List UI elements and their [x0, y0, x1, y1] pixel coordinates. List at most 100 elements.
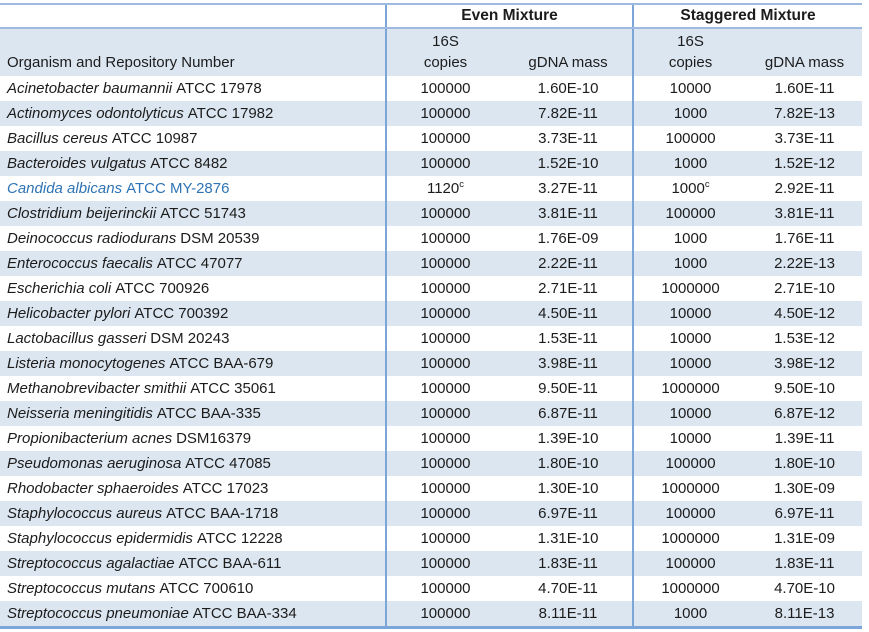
organism-name: Deinococcus radiodurans — [7, 230, 177, 247]
organism-name: Lactobacillus gasseri — [7, 330, 147, 347]
even-mixture-header: Even Mixture — [384, 3, 634, 29]
staggered-gdna-mass-cell: 1.31E-09 — [747, 526, 863, 551]
staggered-gdna-mass-cell: 1.30E-09 — [747, 476, 863, 501]
organism-name: Candida albicans — [7, 180, 123, 197]
even-gdna-mass-cell: 8.11E-11 — [504, 601, 634, 629]
even-gdna-mass-cell: 9.50E-11 — [504, 376, 634, 401]
staggered-16s-copies-cell: 1000000 — [632, 476, 748, 501]
organism-cell: Rhodobacter sphaeroides ATCC 17023 — [0, 476, 386, 501]
table-row: Propionibacterium acnes DSM16379 100000 1… — [0, 426, 863, 451]
even-16s-copies-cell: 100000 — [385, 76, 504, 101]
mock-community-table: Even Mixture Staggered Mixture Organism … — [0, 3, 863, 629]
repository-number: ATCC 17982 — [187, 105, 274, 122]
staggered-16s-copies-cell: 100000 — [632, 126, 748, 151]
even-16s-copies-cell: 100000 — [385, 151, 504, 176]
even-gdna-mass-cell: 1.83E-11 — [504, 551, 634, 576]
table-row: Enterococcus faecalis ATCC 47077 100000 2… — [0, 251, 863, 276]
organism-name: Actinomyces odontolyticus — [7, 105, 184, 122]
organism-cell: Actinomyces odontolyticus ATCC 17982 — [0, 101, 386, 126]
repository-number: ATCC 700610 — [159, 580, 254, 597]
organism-cell: Pseudomonas aeruginosa ATCC 47085 — [0, 451, 386, 476]
table-row: Candida albicans ATCC MY-2876 1120c 3.27E… — [0, 176, 863, 201]
organism-cell: Propionibacterium acnes DSM16379 — [0, 426, 386, 451]
even-gdna-mass-cell: 4.50E-11 — [504, 301, 634, 326]
organism-cell: Lactobacillus gasseri DSM 20243 — [0, 326, 386, 351]
organism-name: Methanobrevibacter smithii — [7, 380, 187, 397]
organism-name: Helicobacter pylori — [7, 305, 131, 322]
even-16s-copies-cell: 100000 — [385, 476, 504, 501]
even-gdna-mass-cell: 3.81E-11 — [504, 201, 634, 226]
even-gdna-mass-cell: 1.60E-10 — [504, 76, 634, 101]
staggered-16s-copies-cell: 10000 — [632, 426, 748, 451]
staggered-16s-copies-cell: 10000 — [632, 351, 748, 376]
organism-cell: Methanobrevibacter smithii ATCC 35061 — [0, 376, 386, 401]
staggered-16s-copies-cell: 10000 — [632, 76, 748, 101]
staggered-16s-copies-cell: 100000 — [632, 551, 748, 576]
table-row: Escherichia coli ATCC 700926 100000 2.71E… — [0, 276, 863, 301]
even-gdna-mass-cell: 1.76E-09 — [504, 226, 634, 251]
organism-name: Escherichia coli — [7, 280, 112, 297]
table-row: Actinomyces odontolyticus ATCC 17982 1000… — [0, 101, 863, 126]
even-gdna-mass-cell: 3.73E-11 — [504, 126, 634, 151]
even-16s-copies-cell: 100000 — [385, 601, 504, 629]
staggered-16s-copies-cell: 100000 — [632, 501, 748, 526]
even-gdna-mass-cell: 1.39E-10 — [504, 426, 634, 451]
table-row: Neisseria meningitidis ATCC BAA-335 10000… — [0, 401, 863, 426]
staggered-gdna-mass-cell: 2.71E-10 — [747, 276, 863, 301]
organism-name: Acinetobacter baumannii — [7, 80, 173, 97]
organism-name: Neisseria meningitidis — [7, 405, 153, 422]
table-row: Deinococcus radiodurans DSM 20539 100000 … — [0, 226, 863, 251]
staggered-16s-copies-cell: 1000000 — [632, 526, 748, 551]
even-16s-copies-cell: 1120c — [385, 176, 504, 201]
organism-cell: Staphylococcus aureus ATCC BAA-1718 — [0, 501, 386, 526]
even-gdna-mass-cell: 6.87E-11 — [504, 401, 634, 426]
table-row: Methanobrevibacter smithii ATCC 35061 100… — [0, 376, 863, 401]
staggered-16s-copies-cell: 1000000 — [632, 276, 748, 301]
even-16s-copies-cell: 100000 — [385, 201, 504, 226]
even-gdna-mass-cell: 1.80E-10 — [504, 451, 634, 476]
staggered-16s-copies-cell: 1000 — [632, 226, 748, 251]
repository-number: ATCC 12228 — [196, 530, 283, 547]
even-16s-copies-cell: 100000 — [385, 376, 504, 401]
repository-number: DSM 20539 — [180, 230, 260, 247]
organism-name: Enterococcus faecalis — [7, 255, 153, 272]
repository-number: ATCC 700926 — [115, 280, 210, 297]
organism-column-header: Organism and Repository Number — [0, 28, 386, 76]
organism-cell: Bacteroides vulgatus ATCC 8482 — [0, 151, 386, 176]
table-row: Bacillus cereus ATCC 10987 100000 3.73E-1… — [0, 126, 863, 151]
repository-number: ATCC 17023 — [182, 480, 269, 497]
staggered-16s-copies-cell: 1000 — [632, 101, 748, 126]
staggered-gdna-mass-cell: 1.52E-12 — [747, 151, 863, 176]
repository-number: ATCC 17978 — [176, 80, 262, 97]
organism-cell: Escherichia coli ATCC 700926 — [0, 276, 386, 301]
even-gdna-mass-cell: 7.82E-11 — [504, 101, 634, 126]
table-row: Lactobacillus gasseri DSM 20243 100000 1.… — [0, 326, 863, 351]
even-gdna-mass-cell: 2.71E-11 — [504, 276, 634, 301]
table-body: Acinetobacter baumannii ATCC 17978 100000… — [0, 76, 863, 629]
repository-number: ATCC 51743 — [160, 205, 246, 222]
staggered-gdna-mass-cell: 4.70E-10 — [747, 576, 863, 601]
staggered-16s-copies-cell: 1000c — [632, 176, 748, 201]
staggered-gdna-mass-cell: 2.92E-11 — [747, 176, 863, 201]
staggered-mixture-header: Staggered Mixture — [632, 3, 863, 29]
staggered-gdna-mass-cell: 8.11E-13 — [747, 601, 863, 629]
organism-name: Listeria monocytogenes — [7, 355, 166, 372]
table-row: Staphylococcus epidermidis ATCC 12228 100… — [0, 526, 863, 551]
organism-name: Streptococcus pneumoniae — [7, 605, 189, 622]
even-16s-copies-cell: 100000 — [385, 426, 504, 451]
even-16s-copies-cell: 100000 — [385, 576, 504, 601]
even-16s-copies-cell: 100000 — [385, 126, 504, 151]
organism-cell: Helicobacter pylori ATCC 700392 — [0, 301, 386, 326]
organism-cell: Streptococcus mutans ATCC 700610 — [0, 576, 386, 601]
organism-cell: Bacillus cereus ATCC 10987 — [0, 126, 386, 151]
organism-name: Streptococcus mutans — [7, 580, 156, 597]
copies-header-line2: copies — [668, 54, 713, 71]
organism-cell: Streptococcus pneumoniae ATCC BAA-334 — [0, 601, 386, 629]
table-row: Streptococcus mutans ATCC 700610 100000 4… — [0, 576, 863, 601]
even-gdna-mass-cell: 1.53E-11 — [504, 326, 634, 351]
even-16s-copies-cell: 100000 — [385, 526, 504, 551]
even-gdna-mass-cell: 2.22E-11 — [504, 251, 634, 276]
organism-name: Clostridium beijerinckii — [7, 205, 157, 222]
staggered-gdna-mass-header: gDNA mass — [747, 28, 863, 76]
staggered-16s-copies-cell: 10000 — [632, 301, 748, 326]
